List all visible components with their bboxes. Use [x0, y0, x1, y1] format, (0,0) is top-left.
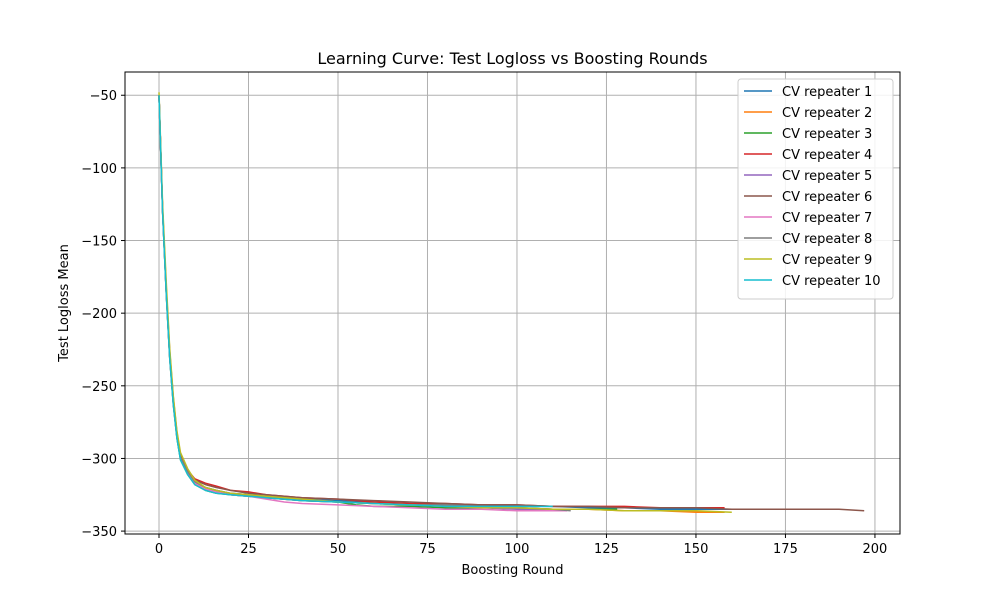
y-tick-label: −350	[81, 525, 117, 540]
legend-label: CV repeater 3	[782, 127, 872, 142]
x-tick-label: 150	[684, 542, 709, 557]
series-lines	[158, 92, 865, 513]
x-tick-label: 125	[594, 542, 619, 557]
legend-label: CV repeater 1	[782, 85, 872, 100]
y-tick-label: −250	[81, 380, 117, 395]
x-tick-label: 75	[419, 542, 436, 557]
axis-ticks: 0 25 50 75 100 125 150 175 200 −50 −100 −150 −200 −25…	[81, 89, 887, 557]
series-line	[158, 92, 732, 513]
x-tick-label: 100	[505, 542, 530, 557]
x-tick-label: 175	[773, 542, 798, 557]
legend-label: CV repeater 10	[782, 274, 881, 289]
x-axis-label: Boosting Round	[461, 563, 563, 578]
x-tick-label: 50	[330, 542, 347, 557]
legend-label: CV repeater 4	[782, 148, 872, 163]
y-tick-label: −200	[81, 307, 117, 322]
plot-frame	[124, 71, 901, 535]
y-tick-label: −300	[81, 452, 117, 467]
x-tick-label: 25	[240, 542, 257, 557]
chart-title: Learning Curve: Test Logloss vs Boosting…	[317, 49, 707, 68]
legend-label: CV repeater 5	[782, 169, 872, 184]
legend-box	[737, 78, 894, 300]
y-tick-label: −150	[81, 235, 117, 250]
legend: CV repeater 1 CV repeater 2 CV repeater 3 C…	[737, 78, 894, 300]
legend-label: CV repeater 8	[782, 232, 872, 247]
legend-label: CV repeater 9	[782, 253, 872, 268]
legend-label: CV repeater 6	[782, 190, 872, 205]
y-tick-label: −100	[81, 162, 117, 177]
legend-label: CV repeater 2	[782, 106, 872, 121]
x-tick-label: 200	[863, 542, 888, 557]
x-tick-label: 0	[155, 542, 163, 557]
series-line	[158, 95, 553, 508]
legend-label: CV repeater 7	[782, 211, 872, 226]
y-tick-label: −50	[90, 89, 117, 104]
y-axis-label: Test Logloss Mean	[57, 244, 72, 363]
